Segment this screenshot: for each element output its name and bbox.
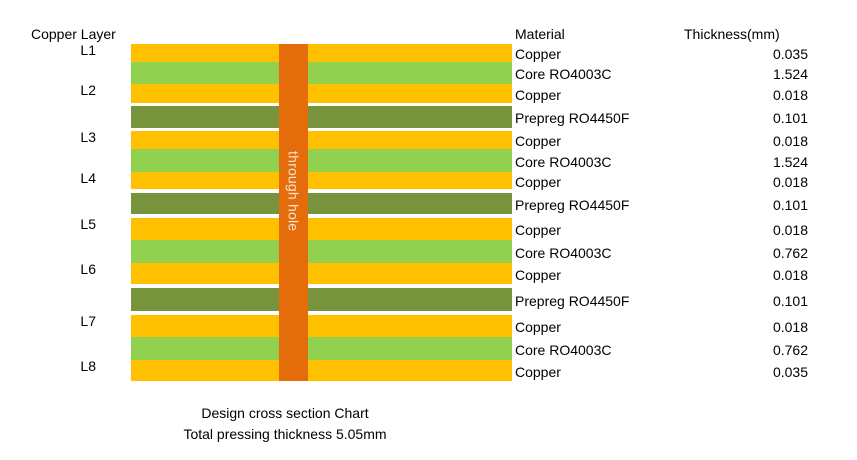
copper-layer-label: L3 [80, 129, 96, 145]
thickness-value: 0.018 [772, 133, 808, 149]
material-label: Copper [515, 86, 561, 103]
layer-bar-core [131, 62, 512, 84]
layer-bar-copper [131, 172, 512, 189]
copper-layer-label: L2 [80, 82, 96, 98]
thickness-value: 0.101 [772, 110, 808, 126]
material-header: Material [515, 26, 565, 42]
caption-total-thickness: Total pressing thickness 5.05mm [183, 426, 387, 442]
material-label: Copper [515, 266, 561, 283]
thickness-value: 0.018 [772, 319, 808, 335]
thickness-value: 1.524 [772, 66, 808, 82]
through-hole-label-wrap: through hole [279, 44, 308, 381]
thickness-value: 0.035 [772, 363, 808, 380]
material-label: Core RO4003C [515, 66, 612, 82]
material-label: Core RO4003C [515, 244, 612, 261]
thickness-value: 0.101 [772, 196, 808, 213]
material-label: Prepreg RO4450F [515, 110, 630, 126]
copper-layer-label: L4 [80, 170, 96, 186]
thickness-value: 0.018 [772, 173, 808, 190]
material-label: Prepreg RO4450F [515, 196, 630, 213]
copper-layer-label: L8 [80, 358, 96, 374]
material-label: Copper [515, 46, 561, 62]
layer-bar-core [131, 240, 512, 263]
material-label: Copper [515, 363, 561, 380]
layer-bar-copper [131, 44, 512, 62]
copper-layer-header: Copper Layer [31, 26, 116, 42]
layer-bar-prepreg [131, 106, 512, 128]
material-label: Copper [515, 222, 561, 238]
thickness-value: 0.762 [772, 341, 808, 358]
thickness-value: 0.035 [772, 46, 808, 62]
thickness-value: 1.524 [772, 153, 808, 170]
layer-bar-copper [131, 218, 512, 240]
layer-bar-copper [131, 131, 512, 149]
copper-layer-label: L1 [80, 42, 96, 58]
layer-bar-copper [131, 263, 512, 284]
chart-caption: Design cross section Chart Total pressin… [130, 403, 440, 445]
layer-bar-core [131, 149, 512, 172]
material-label: Core RO4003C [515, 153, 612, 170]
material-label: Copper [515, 173, 561, 190]
layer-bar-copper [131, 315, 512, 337]
thickness-value: 0.018 [772, 266, 808, 283]
copper-layer-label: L6 [80, 261, 96, 277]
thickness-value: 0.018 [772, 222, 808, 238]
material-label: Core RO4003C [515, 341, 612, 358]
thickness-value: 0.762 [772, 244, 808, 261]
thickness-value: 0.018 [772, 86, 808, 103]
layer-bar-copper [131, 360, 512, 381]
layer-bar-copper [131, 84, 512, 103]
layer-bar-prepreg [131, 288, 512, 311]
copper-layer-label: L7 [80, 313, 96, 329]
through-hole-label: through hole [285, 151, 302, 232]
caption-title: Design cross section Chart [201, 405, 369, 421]
layer-bar-core [131, 337, 512, 360]
copper-layer-label: L5 [80, 216, 96, 232]
through-hole [279, 44, 308, 381]
thickness-value: 0.101 [772, 292, 808, 309]
thickness-header: Thickness(mm) [684, 26, 780, 42]
layer-bar-prepreg [131, 193, 512, 214]
material-label: Prepreg RO4450F [515, 292, 630, 309]
material-label: Copper [515, 319, 561, 335]
material-label: Copper [515, 133, 561, 149]
